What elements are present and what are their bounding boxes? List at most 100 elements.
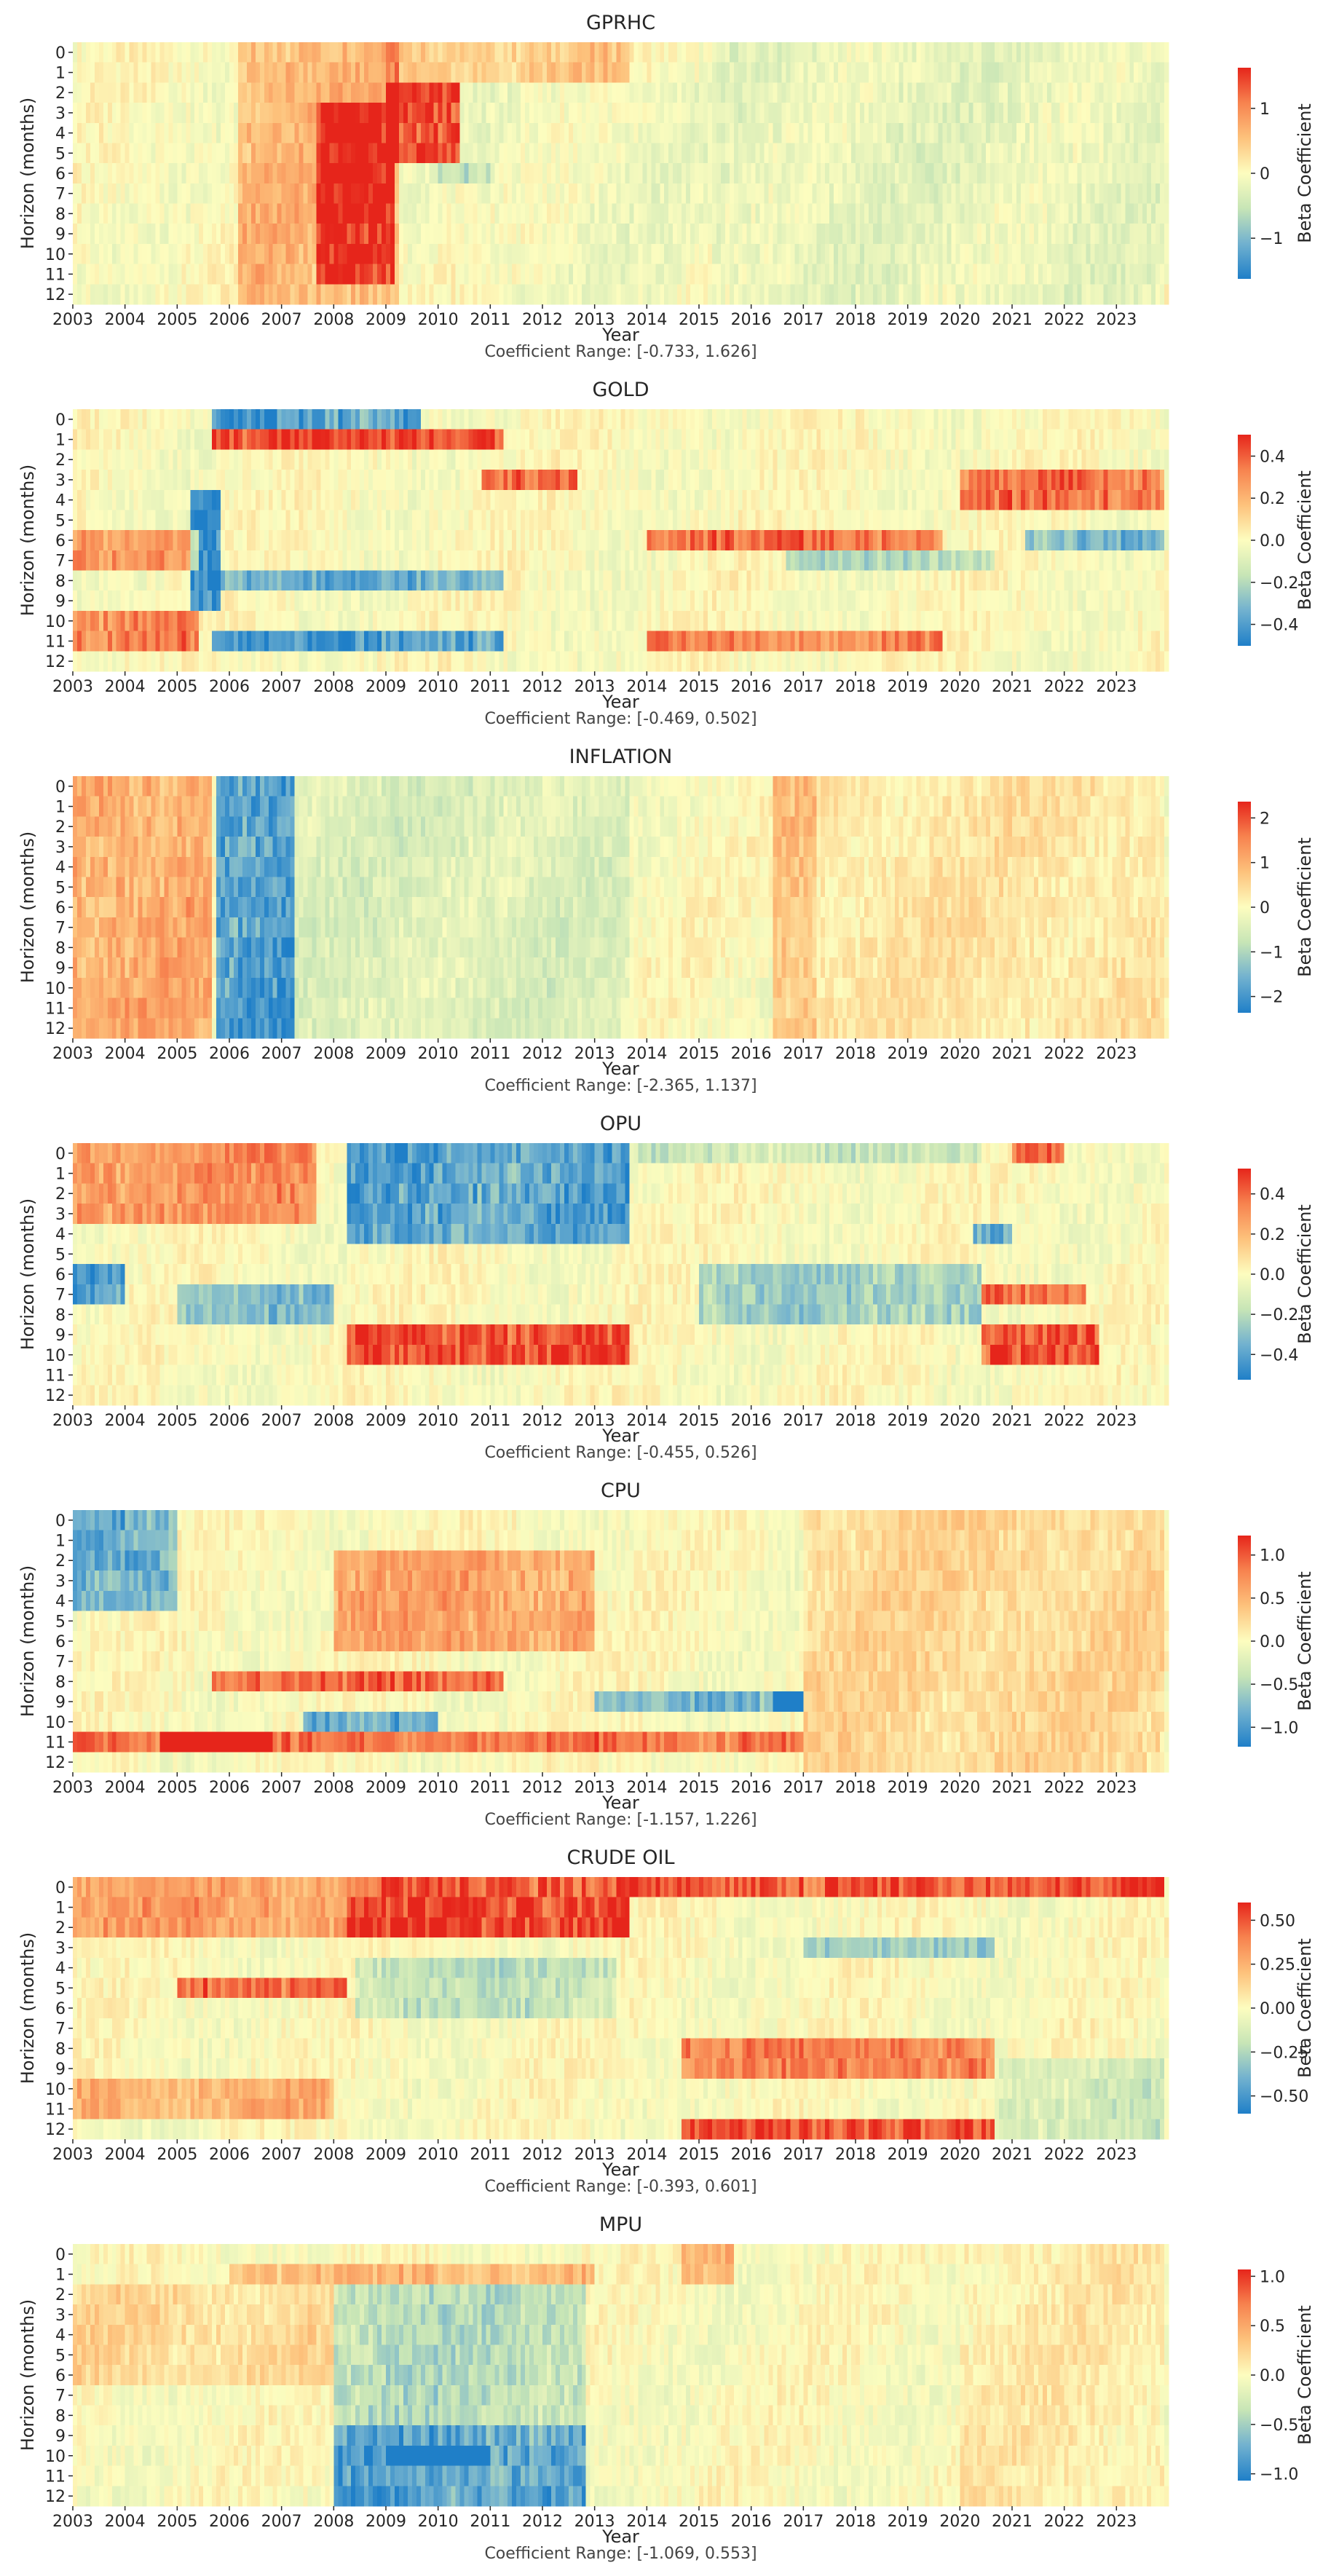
heatmap-cell (1008, 470, 1013, 491)
heatmap-cell (264, 409, 269, 430)
heatmap-cell (464, 183, 470, 205)
heatmap-cell (429, 470, 435, 491)
heatmap-cell (920, 62, 926, 83)
heatmap-cell (834, 122, 839, 144)
heatmap-cell (803, 82, 808, 103)
heatmap-cell (995, 409, 1000, 430)
heatmap-cell (1116, 82, 1121, 103)
heatmap-cell (264, 143, 269, 164)
heatmap-cell (973, 489, 978, 511)
heatmap-cell (446, 203, 452, 224)
heatmap-cell (964, 122, 969, 144)
heatmap-cell (877, 489, 882, 511)
heatmap-cell (929, 42, 935, 63)
heatmap-cell (724, 449, 730, 470)
heatmap-cell (442, 122, 448, 144)
heatmap-cell (111, 143, 117, 164)
heatmap-cell (1073, 203, 1078, 224)
heatmap-cell (799, 243, 804, 265)
heatmap-cell (233, 530, 239, 551)
heatmap-cell (673, 510, 678, 531)
heatmap-cell (677, 183, 682, 205)
heatmap-cell (981, 429, 987, 450)
heatmap-cell (907, 489, 913, 511)
heatmap-cell (724, 42, 730, 63)
heatmap-cell (660, 224, 665, 245)
heatmap-cell (225, 62, 230, 83)
heatmap-cell (951, 163, 956, 184)
heatmap-cell (642, 183, 647, 205)
heatmap-cell (733, 82, 739, 103)
heatmap-cell (933, 264, 939, 285)
heatmap-cell (281, 284, 287, 305)
heatmap-cell (455, 489, 461, 511)
heatmap-cell (664, 224, 669, 245)
heatmap-cell (986, 489, 991, 511)
heatmap-cell (85, 510, 91, 531)
heatmap-cell (1077, 122, 1083, 144)
heatmap-cell (834, 82, 839, 103)
heatmap-cell (733, 449, 739, 470)
heatmap-cell (590, 203, 596, 224)
x-tick-label: 2009 (366, 311, 406, 329)
heatmap-cell (916, 510, 922, 531)
heatmap-cell (729, 449, 735, 470)
heatmap-cell (268, 264, 274, 285)
heatmap-cell (355, 183, 360, 205)
heatmap-cell (129, 429, 135, 450)
heatmap-cell (977, 163, 982, 184)
heatmap-cell (550, 163, 556, 184)
heatmap-cell (859, 449, 865, 470)
heatmap-cell (955, 224, 960, 245)
heatmap-cell (1073, 82, 1078, 103)
heatmap-cell (768, 489, 774, 511)
heatmap-cell (464, 409, 470, 430)
heatmap-cell (250, 203, 256, 224)
heatmap-cell (986, 243, 991, 265)
heatmap-cell (1112, 163, 1117, 184)
heatmap-cell (164, 530, 169, 551)
heatmap-cell (607, 449, 613, 470)
heatmap-cell (912, 470, 917, 491)
heatmap-cell (690, 203, 695, 224)
heatmap-cell (138, 470, 143, 491)
heatmap-cell (572, 530, 578, 551)
heatmap-cell (233, 163, 239, 184)
heatmap-cell (107, 264, 113, 285)
heatmap-cell (916, 409, 922, 430)
heatmap-cell (1134, 449, 1139, 470)
heatmap-cell (881, 82, 887, 103)
heatmap-cell (177, 122, 182, 144)
heatmap-cell (933, 510, 939, 531)
heatmap-cell (368, 409, 374, 430)
heatmap-cell (1094, 143, 1100, 164)
heatmap-cell (216, 143, 221, 164)
heatmap-cell (638, 449, 643, 470)
heatmap-cell (438, 470, 443, 491)
heatmap-cell (468, 489, 474, 511)
heatmap-cell (542, 122, 548, 144)
heatmap-cell (199, 429, 204, 450)
heatmap-cell (373, 489, 378, 511)
heatmap-cell (572, 409, 578, 430)
heatmap-cell (1077, 143, 1083, 164)
heatmap-cell (585, 530, 591, 551)
heatmap-cell (777, 62, 783, 83)
heatmap-cell (1086, 143, 1091, 164)
heatmap-cell (1042, 62, 1048, 83)
heatmap-cell (964, 163, 969, 184)
heatmap-cell (76, 82, 82, 103)
heatmap-cell (842, 203, 848, 224)
heatmap-cell (216, 62, 221, 83)
heatmap-cell (312, 42, 317, 63)
heatmap-cell (233, 82, 239, 103)
heatmap-cell (442, 62, 448, 83)
heatmap-cell (912, 409, 917, 430)
heatmap-cell (116, 203, 122, 224)
heatmap-cell (342, 203, 347, 224)
heatmap-cell (707, 62, 713, 83)
heatmap-cell (651, 489, 656, 511)
heatmap-cell (1112, 183, 1117, 205)
heatmap-cell (625, 203, 631, 224)
heatmap-cell (229, 243, 234, 265)
